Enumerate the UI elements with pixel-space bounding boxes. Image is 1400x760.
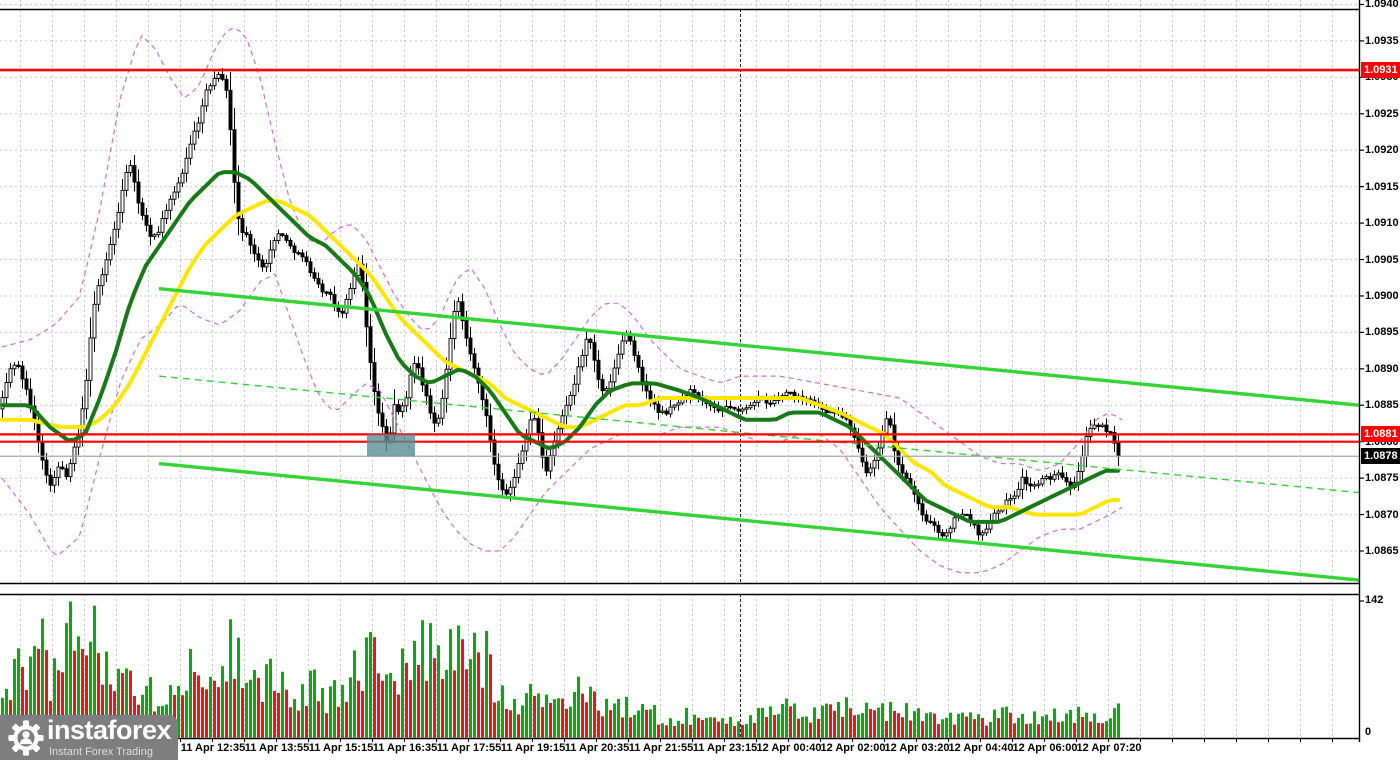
logo-tagline: Instant Forex Trading (49, 746, 153, 758)
price-axis-label: 1.0895 (1365, 326, 1399, 339)
time-axis-label: 11 Apr 19:15 (500, 742, 566, 754)
time-axis-label: 11 Apr 21:55 (628, 742, 694, 754)
time-axis-label: 12 Apr 04:40 (948, 742, 1014, 754)
price-axis-label: 1.0865 (1365, 545, 1399, 557)
price-axis-label: 1.0935 (1365, 34, 1399, 47)
price-axis-label: 1.0890 (1365, 362, 1399, 375)
time-axis-label: 11 Apr 13:55 (244, 742, 310, 754)
price-axis-label: 1.0910 (1365, 217, 1399, 230)
time-axis-label: 11 Apr 15:15 (308, 742, 374, 754)
price-axis-label: 1.0885 (1365, 399, 1399, 412)
time-axis-label: 12 Apr 00:40 (756, 742, 822, 754)
highlight-zone (367, 434, 415, 457)
logo-title: instaforex (47, 715, 172, 745)
price-axis-label: 1.0875 (1365, 472, 1399, 485)
instaforex-gear-icon (8, 720, 44, 756)
price-badge-resistance: 1.0931 (1361, 62, 1400, 79)
volume-scale-max: 142 (1365, 594, 1384, 606)
price-axis-label: 1.0870 (1365, 508, 1399, 521)
time-axis-label: 11 Apr 17:55 (436, 742, 502, 754)
price-axis-label: 1.0940 (1365, 0, 1399, 11)
price-badge-current-price: 1.0878 (1361, 448, 1400, 465)
bollinger-lower-line (1, 273, 1123, 574)
time-axis-label: 11 Apr 23:15 (692, 742, 758, 754)
trendline-0 (158, 286, 1361, 407)
instaforex-logo: instaforex Instant Forex Trading (0, 715, 178, 760)
price-axis-label: 1.0925 (1365, 107, 1399, 120)
time-axis-label: 12 Apr 03:20 (884, 742, 950, 754)
time-axis-label: 12 Apr 07:20 (1076, 742, 1142, 754)
time-axis-label: 12 Apr 06:00 (1012, 742, 1078, 754)
ma-fast-green-line (0, 170, 1120, 524)
time-axis-label: 11 Apr 16:35 (372, 742, 438, 754)
price-axis-label: 1.0900 (1365, 289, 1399, 302)
volume-scale-min: 0 (1365, 726, 1372, 738)
price-axis-label: 1.0920 (1365, 144, 1399, 157)
ma-slow-yellow-line (0, 199, 1120, 517)
time-axis-label: 11 Apr 20:35 (564, 742, 630, 754)
volume-bars (1, 601, 1120, 738)
trendline-1 (158, 461, 1361, 582)
candlesticks (0, 67, 1121, 541)
time-axis-label: 11 Apr 12:35 (180, 742, 246, 754)
bollinger-upper-line (1, 27, 1123, 471)
time-axis-label: 12 Apr 02:00 (820, 742, 886, 754)
price-axis-label: 1.0905 (1365, 253, 1399, 266)
price-axis-label: 1.0915 (1365, 180, 1399, 193)
price-badge-support: 1.0881 (1361, 426, 1400, 443)
panel-borders (0, 0, 1364, 742)
gridlines (0, 0, 1359, 738)
